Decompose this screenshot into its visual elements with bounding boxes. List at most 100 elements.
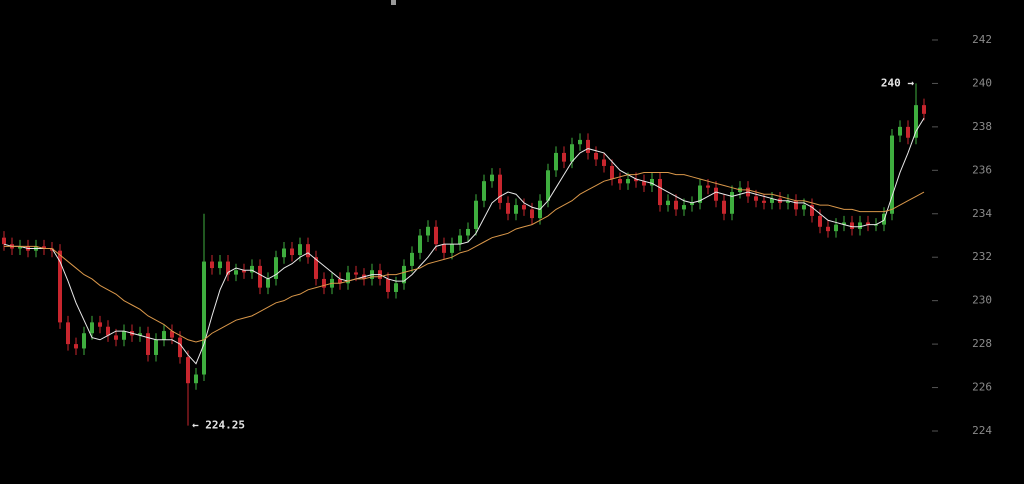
candle-body — [338, 278, 342, 284]
candle-body — [290, 248, 294, 256]
candle-body — [650, 179, 654, 186]
candle-body — [570, 144, 574, 162]
candle-body — [18, 246, 22, 249]
y-tick-label: 242 — [972, 33, 992, 46]
y-tick-label: 224 — [972, 424, 992, 437]
candle-body — [258, 265, 262, 288]
candle-body — [114, 335, 118, 340]
candle-body — [714, 187, 718, 201]
candle-body — [170, 331, 174, 338]
candle-body — [394, 283, 398, 292]
candle-body — [386, 278, 390, 292]
candle-body — [178, 337, 182, 358]
candle-body — [634, 179, 638, 182]
marker-square — [391, 0, 396, 5]
y-tick-label: 228 — [972, 337, 992, 350]
y-tick-label: 240 — [972, 76, 992, 89]
candle-body — [530, 209, 534, 219]
candle-body — [658, 179, 662, 206]
candle-body — [226, 261, 230, 275]
y-tick-label: 238 — [972, 120, 992, 133]
candle-body — [762, 200, 766, 203]
candle-body — [402, 265, 406, 284]
candle-body — [202, 261, 206, 375]
candle-body — [210, 261, 214, 269]
candle-body — [618, 179, 622, 184]
candle-body — [298, 244, 302, 256]
candle-body — [242, 270, 246, 273]
candle-body — [498, 174, 502, 203]
candle-body — [826, 226, 830, 232]
candle-body — [322, 278, 326, 288]
candle-body — [450, 244, 454, 253]
candle-body — [842, 222, 846, 225]
candle-body — [250, 265, 254, 273]
candle-body — [154, 339, 158, 355]
candle-body — [346, 272, 350, 284]
candle-body — [794, 200, 798, 210]
candle-body — [610, 165, 614, 180]
candle-body — [458, 235, 462, 245]
candle-body — [642, 181, 646, 186]
candle-body — [770, 198, 774, 203]
candle-body — [818, 215, 822, 227]
candle-body — [858, 222, 862, 229]
candle-body — [578, 139, 582, 145]
candle-body — [186, 357, 190, 384]
candle-body — [162, 331, 166, 340]
candle-body — [274, 257, 278, 279]
moving-average-line — [4, 171, 925, 343]
moving-average-line — [3, 117, 925, 365]
candle-body — [234, 270, 238, 275]
candle-body — [66, 322, 70, 345]
candle-body — [914, 105, 918, 138]
candle-body — [218, 261, 222, 269]
candle-body — [90, 322, 94, 334]
candle-body — [514, 205, 518, 214]
candle-body — [266, 278, 270, 288]
candle-body — [522, 205, 526, 210]
candle-body — [490, 174, 494, 182]
y-tick-label: 234 — [972, 207, 992, 220]
candle-body — [546, 170, 550, 201]
candle-body — [786, 200, 790, 203]
candle-body — [50, 248, 54, 251]
candle-body — [754, 196, 758, 201]
candle-body — [890, 135, 894, 214]
candle-body — [602, 159, 606, 166]
candle-body — [474, 200, 478, 229]
candle-body — [58, 250, 62, 323]
candle-body — [594, 152, 598, 160]
candle-body — [802, 205, 806, 210]
candle-body — [2, 237, 6, 245]
candle-body — [698, 185, 702, 203]
y-tick-label: 232 — [972, 250, 992, 263]
candle-body — [682, 205, 686, 210]
candle-body — [410, 252, 414, 266]
candle-body — [898, 126, 902, 136]
candle-body — [706, 185, 710, 188]
candle-body — [922, 105, 926, 114]
candle-body — [626, 179, 630, 184]
candle-body — [98, 322, 102, 327]
candle-body — [666, 200, 670, 206]
y-tick-label: 230 — [972, 294, 992, 307]
candle-body — [426, 226, 430, 236]
candle-body — [122, 331, 126, 340]
candle-body — [690, 202, 694, 206]
candle-body — [730, 192, 734, 214]
candle-body — [106, 326, 110, 336]
candle-body — [482, 181, 486, 201]
low-annotation: ← 224.25 — [192, 419, 245, 432]
candle-body — [722, 200, 726, 214]
candle-body — [354, 272, 358, 275]
candle-body — [442, 244, 446, 253]
candle-body — [466, 228, 470, 236]
candle-body — [306, 244, 310, 258]
candle-body — [810, 205, 814, 216]
candle-body — [554, 152, 558, 171]
candle-body — [194, 374, 198, 384]
candle-body — [82, 333, 86, 349]
candle-body — [434, 226, 438, 245]
y-tick-label: 236 — [972, 163, 992, 176]
